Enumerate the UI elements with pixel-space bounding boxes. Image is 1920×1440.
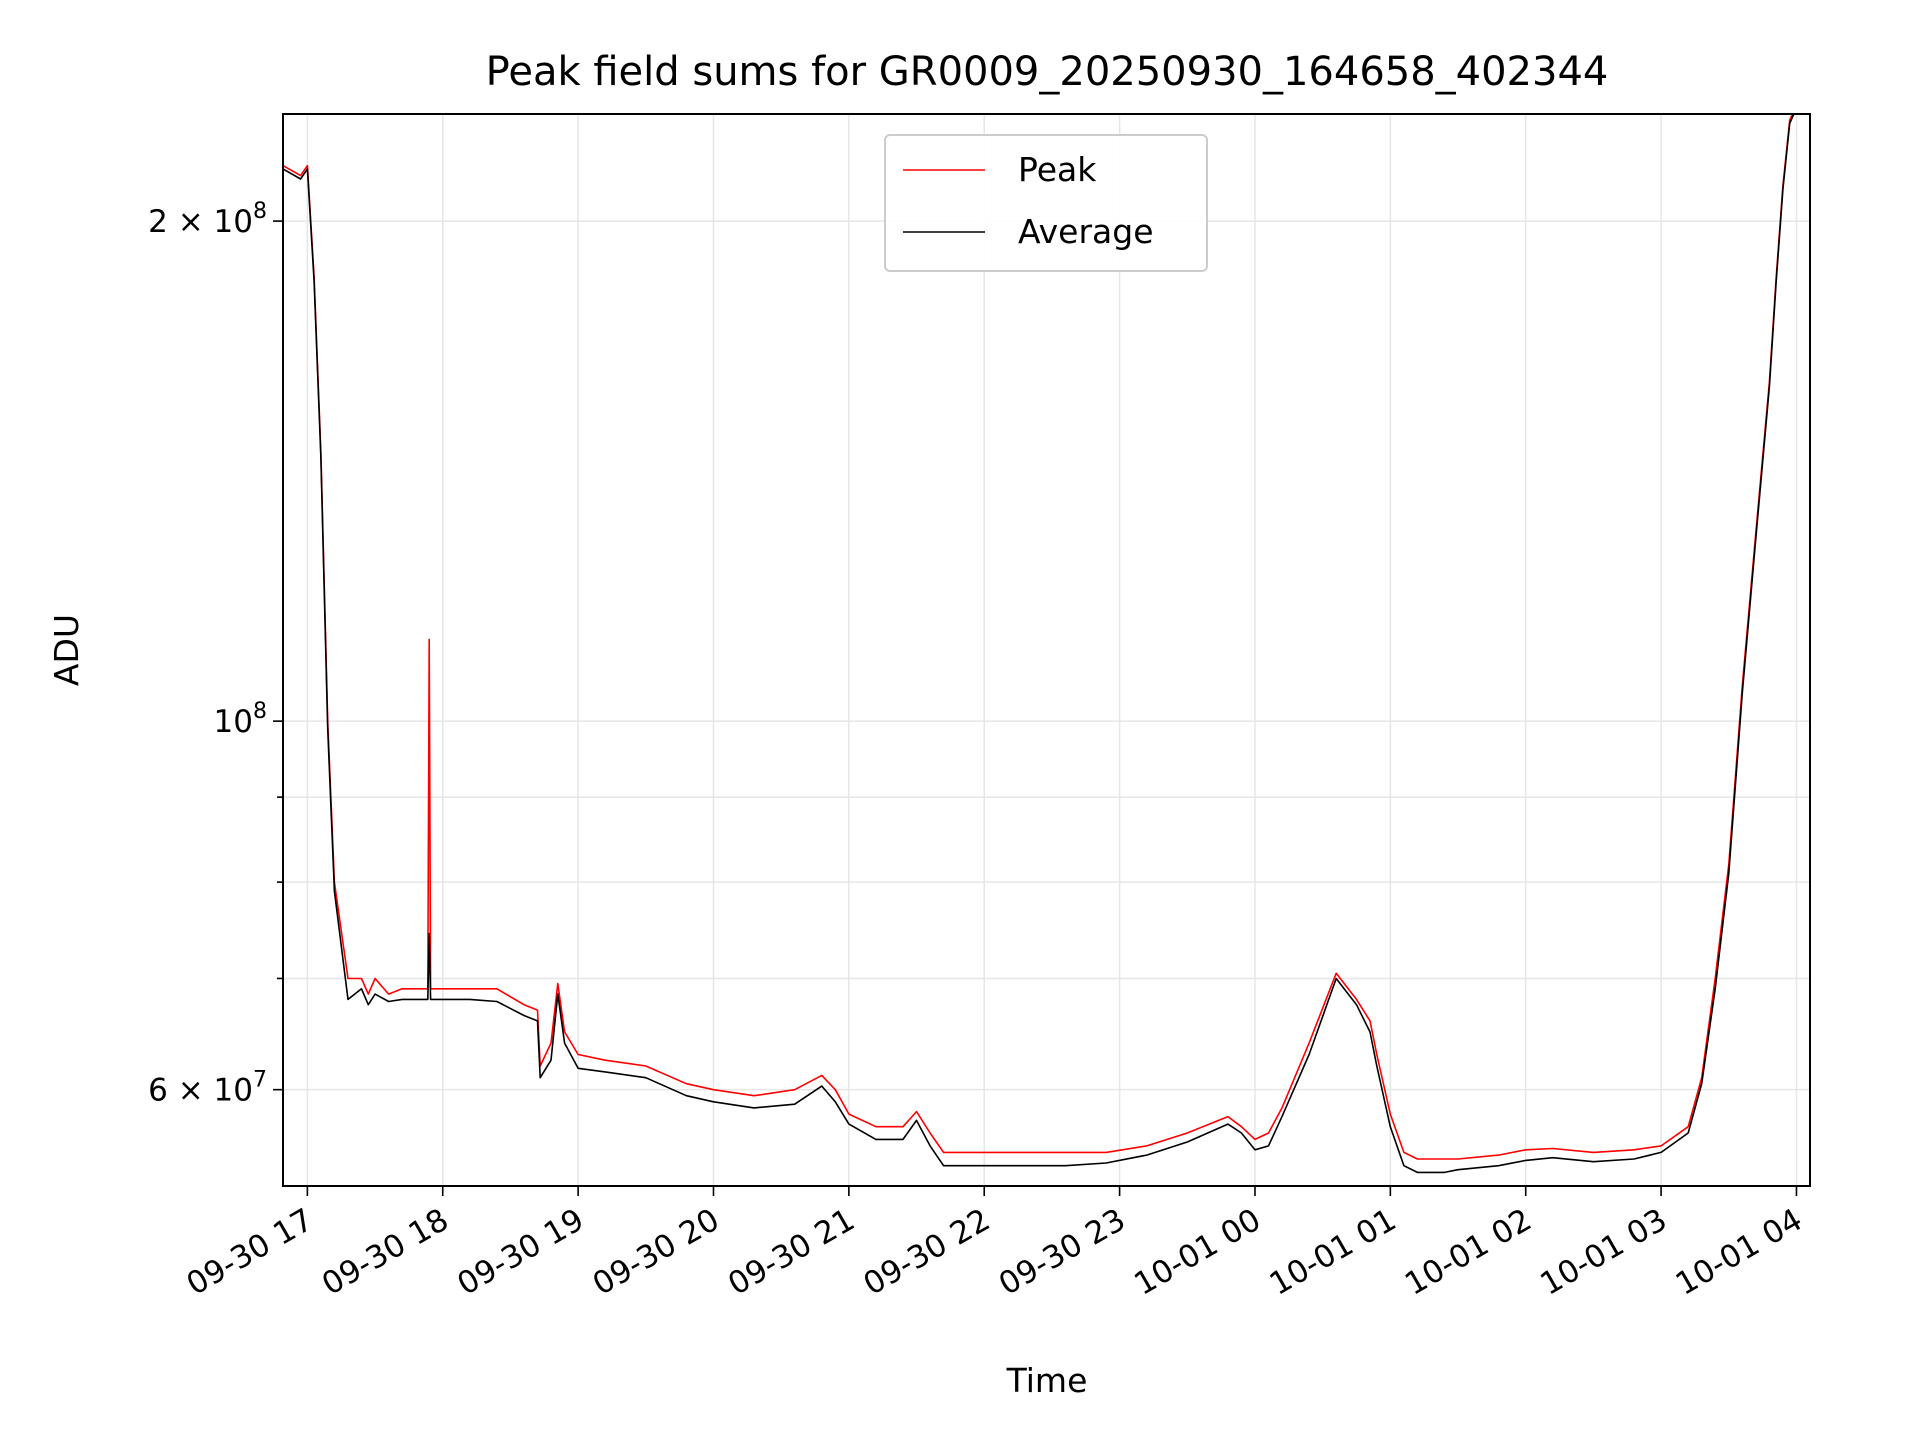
y-tick-label-exponent: 8 — [253, 199, 267, 224]
grid-layer — [283, 114, 1810, 1186]
y-tick-label: 108 — [214, 699, 267, 740]
legend-peak-label: Peak — [1018, 150, 1097, 189]
y-tick-label-base: 10 — [214, 704, 253, 740]
y-tick-label-exponent: 8 — [253, 699, 267, 724]
y-tick-label-base: 2 × 10 — [148, 204, 253, 240]
y-tick-label: 6 × 107 — [148, 1068, 267, 1109]
plot-frame — [282, 113, 1811, 1187]
legend-average-label: Average — [1018, 212, 1154, 251]
x-axis-label: Time — [1006, 1361, 1088, 1400]
data-layer — [283, 114, 1795, 1174]
chart-title: Peak field sums for GR0009_20250930_1646… — [486, 49, 1609, 95]
y-tick-label: 2 × 108 — [148, 199, 267, 240]
peak-series-line — [283, 114, 1794, 1160]
y-tick-label-base: 6 × 10 — [148, 1073, 253, 1109]
legend-box — [884, 134, 1208, 272]
y-axis-label: ADU — [47, 614, 86, 686]
legend: Peak Average — [884, 134, 1208, 272]
average-series-line — [283, 114, 1795, 1174]
y-tick-label-exponent: 7 — [253, 1068, 267, 1093]
